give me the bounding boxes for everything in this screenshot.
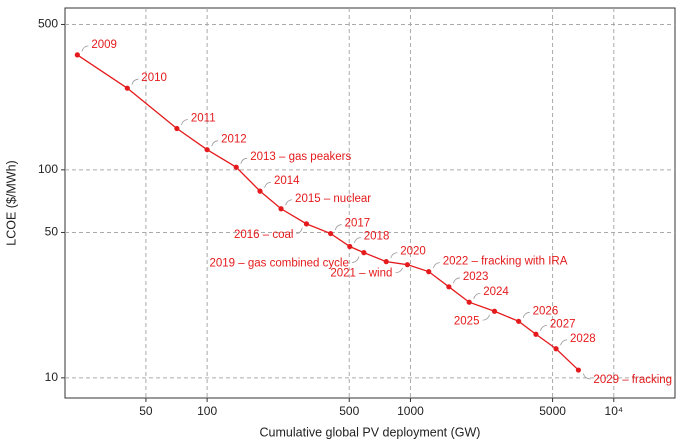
point xyxy=(383,259,389,265)
annotation: 2021 – wind xyxy=(330,268,392,280)
x-axis-title: Cumulative global PV deployment (GW) xyxy=(260,425,481,439)
connector xyxy=(453,277,460,284)
connector xyxy=(522,311,530,318)
y-tick-label: 10 xyxy=(45,370,59,384)
connector xyxy=(432,262,440,269)
annotation: 2022 – fracking with IRA xyxy=(443,256,568,268)
connector xyxy=(334,224,342,231)
connector xyxy=(296,227,303,235)
connector xyxy=(582,373,591,380)
annotation: 2017 xyxy=(345,218,371,230)
connector xyxy=(264,181,272,188)
annotation: 2023 xyxy=(463,271,489,283)
point xyxy=(575,367,582,373)
point xyxy=(404,262,411,268)
annotation: 2019 – gas combined cycle xyxy=(209,258,348,270)
point xyxy=(533,331,539,337)
point xyxy=(74,52,80,58)
annotation: 2025 xyxy=(454,315,480,327)
connector xyxy=(240,157,248,164)
connector xyxy=(351,256,360,263)
y-tick-label: 100 xyxy=(38,162,58,176)
connector xyxy=(540,324,548,331)
annotation: 2010 xyxy=(141,72,167,84)
point xyxy=(174,125,180,132)
annotation: 2024 xyxy=(483,286,509,298)
point xyxy=(466,299,472,305)
connector xyxy=(482,314,490,321)
y-tick-label: 500 xyxy=(38,17,58,31)
point xyxy=(233,164,239,170)
connector xyxy=(285,199,293,206)
connector xyxy=(390,252,398,259)
annotation: 2013 – gas peakers xyxy=(250,151,351,163)
y-tick-label: 50 xyxy=(45,225,59,239)
x-tick-label: 1000 xyxy=(397,404,424,418)
point xyxy=(553,346,559,352)
annotation: 2014 xyxy=(274,175,300,187)
point xyxy=(491,308,498,314)
annotation: 2020 xyxy=(400,246,426,258)
line xyxy=(76,54,579,371)
point xyxy=(446,284,452,290)
connector xyxy=(395,267,403,274)
x-tick-label: 100 xyxy=(197,404,217,418)
point xyxy=(361,250,367,256)
point xyxy=(278,206,284,212)
annotation: 2011 xyxy=(191,113,216,125)
point xyxy=(328,230,334,237)
x-tick-label: 10⁴ xyxy=(605,404,624,418)
annotation: 2015 – nuclear xyxy=(295,193,371,205)
point xyxy=(303,221,310,227)
x-tick-label: 500 xyxy=(339,404,359,418)
connector xyxy=(211,140,219,147)
annotation: 2009 xyxy=(91,39,117,51)
connector xyxy=(81,45,89,52)
point xyxy=(124,85,130,91)
y-axis-title: LCOE ($/MWh) xyxy=(4,160,18,245)
connector xyxy=(181,119,188,126)
annotation: 2027 xyxy=(550,318,576,330)
annotation: 2026 xyxy=(533,305,559,317)
connector xyxy=(353,237,361,244)
x-tick-label: 50 xyxy=(139,404,153,418)
annotation: 2029 – fracking xyxy=(593,374,672,386)
point xyxy=(426,269,432,275)
point xyxy=(204,147,210,153)
annotation: 2018 xyxy=(364,231,390,243)
point xyxy=(516,318,522,324)
plot-frame xyxy=(64,7,676,399)
connector xyxy=(131,78,139,85)
connector xyxy=(473,292,481,299)
point xyxy=(257,188,263,194)
point xyxy=(347,243,353,250)
annotation: 2016 – coal xyxy=(234,229,293,241)
x-tick-label: 5000 xyxy=(539,404,566,418)
annotation: 2028 xyxy=(570,333,596,345)
connector xyxy=(560,339,568,346)
annotation: 2012 xyxy=(221,134,247,146)
